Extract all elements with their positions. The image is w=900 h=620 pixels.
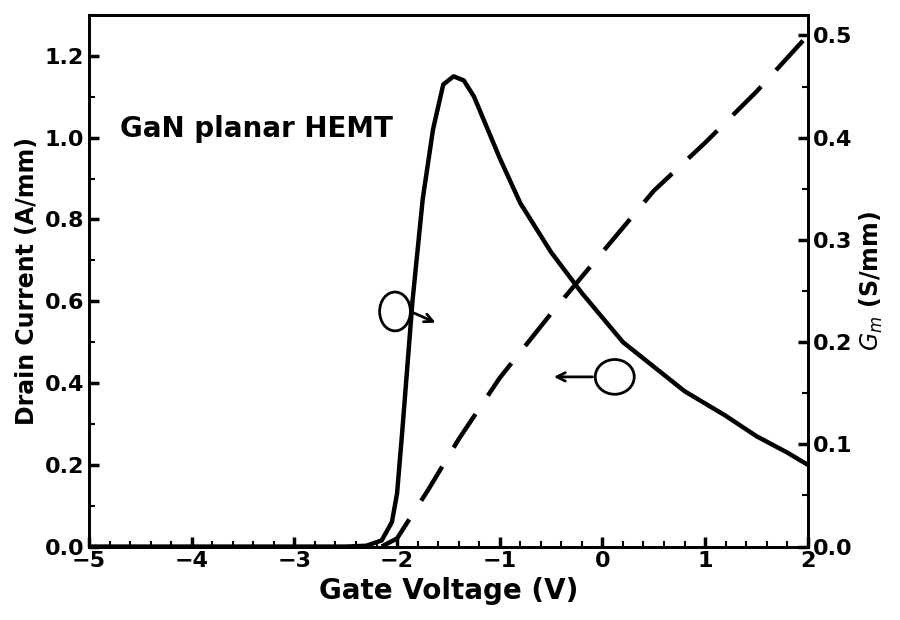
Text: GaN planar HEMT: GaN planar HEMT: [120, 115, 392, 143]
Y-axis label: $G_m$ (S/mm): $G_m$ (S/mm): [858, 211, 885, 351]
Y-axis label: Drain Current (A/mm): Drain Current (A/mm): [15, 137, 39, 425]
X-axis label: Gate Voltage (V): Gate Voltage (V): [319, 577, 578, 605]
